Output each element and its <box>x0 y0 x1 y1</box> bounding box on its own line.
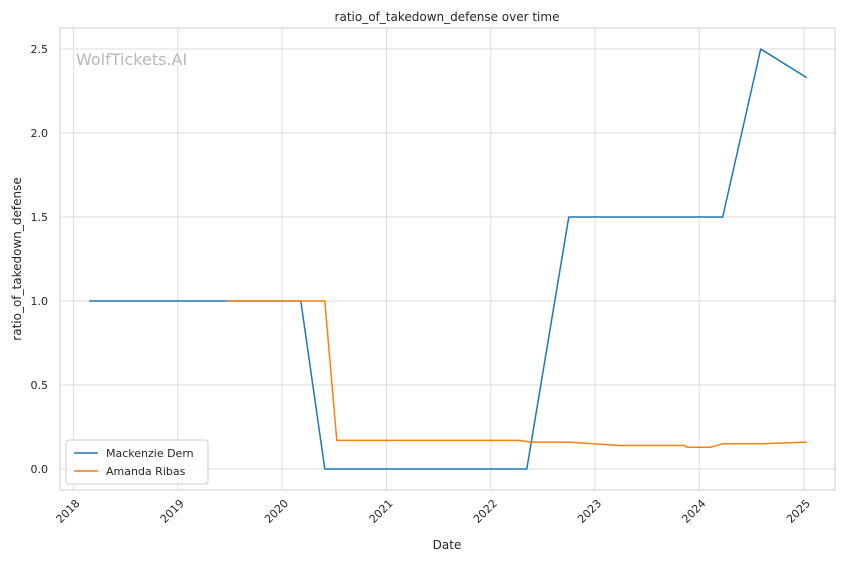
y-tick-label: 1.5 <box>31 211 49 224</box>
x-tick-label: 2023 <box>575 497 604 526</box>
y-tick-label: 2.0 <box>31 127 49 140</box>
legend-entry-1: Amanda Ribas <box>106 465 186 478</box>
plot-area-frame <box>59 27 836 491</box>
y-tick-labels: 0.0 0.5 1.0 1.5 2.0 2.5 <box>31 43 49 476</box>
y-tick-label: 2.5 <box>31 43 49 56</box>
x-tick-label: 2018 <box>54 497 83 526</box>
legend-entry-0: Mackenzie Dern <box>106 447 194 460</box>
y-tick-label: 0.0 <box>31 463 49 476</box>
y-tick-label: 1.0 <box>31 295 49 308</box>
y-tick-label: 0.5 <box>31 379 49 392</box>
chart-title: ratio_of_takedown_defense over time <box>335 10 560 24</box>
watermark: WolfTickets.AI <box>76 50 187 69</box>
grid <box>60 28 835 490</box>
y-axis-label: ratio_of_takedown_defense <box>10 177 24 340</box>
series-lines <box>89 48 808 470</box>
legend: Mackenzie Dern Amanda Ribas <box>65 439 209 485</box>
x-tick-label: 2022 <box>471 497 500 526</box>
x-tick-label: 2020 <box>262 497 291 526</box>
legend-box <box>65 439 209 485</box>
x-tick-label: 2021 <box>367 497 396 526</box>
x-tick-labels: 2018 2019 2020 2021 2022 2023 2024 2025 <box>54 497 813 526</box>
x-tick-label: 2019 <box>158 497 187 526</box>
x-tick-label: 2024 <box>679 497 708 526</box>
series-line-1 <box>226 300 807 448</box>
x-tick-label: 2025 <box>784 497 813 526</box>
x-axis-label: Date <box>433 538 462 552</box>
